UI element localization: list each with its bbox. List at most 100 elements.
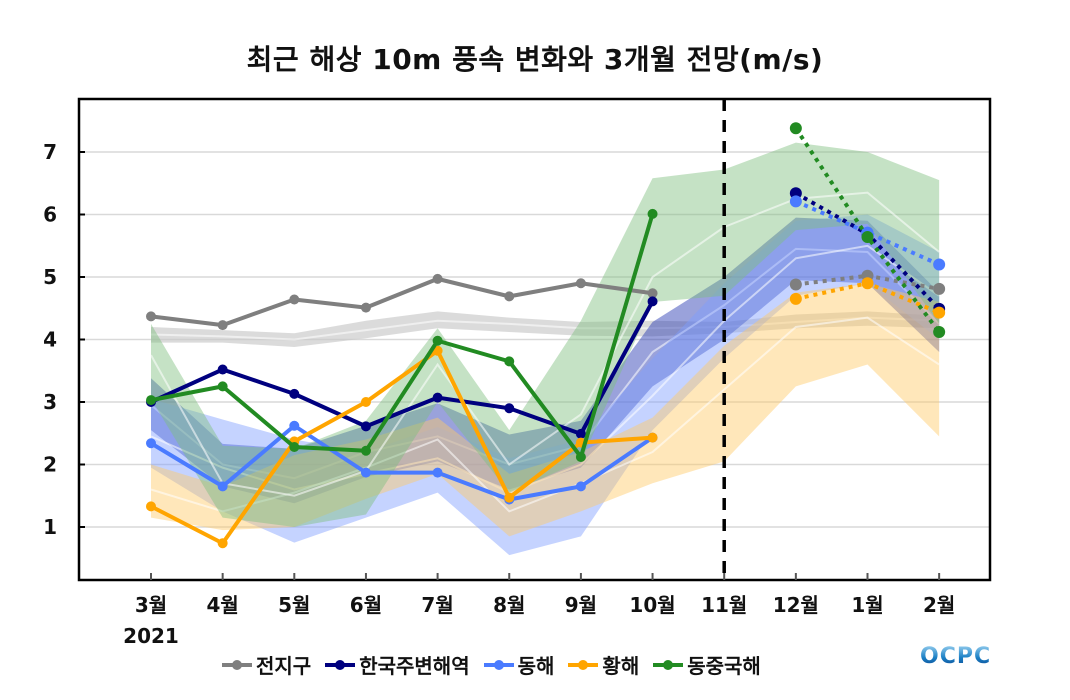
line-forecast-east-china-sea bbox=[794, 127, 941, 334]
ocpc-logo: OCPC bbox=[920, 644, 992, 669]
point-observed-east-sea-3 bbox=[360, 467, 371, 478]
point-observed-global-0 bbox=[146, 311, 156, 322]
chart-title: 최근 해상 10m 풍속 변화와 3개월 전망(m/s) bbox=[246, 43, 824, 76]
line-observed-yellow-sea bbox=[150, 348, 653, 546]
x-tick-label-6: 9월 bbox=[565, 593, 597, 617]
point-observed-east-sea-4 bbox=[432, 467, 443, 478]
point-observed-global-3 bbox=[360, 302, 371, 313]
band-east-china-sea bbox=[151, 142, 940, 527]
axis-layer: 1 2 3 4 5 6 7 3월 4월 5월 6월 7월 8월 9월 10월 11월 12월 1월 2월 2021 bbox=[43, 99, 955, 648]
line-observed-korea-seas bbox=[150, 300, 655, 436]
x-tick-label-0: 3월 bbox=[135, 593, 167, 617]
point-forecast-yellow-sea-0 bbox=[789, 292, 802, 305]
point-forecast-east-china-sea-1 bbox=[861, 231, 874, 243]
band-east-sea bbox=[151, 214, 940, 556]
point-observed-korea-seas-3 bbox=[360, 421, 371, 432]
point-observed-yellow-sea-0 bbox=[146, 501, 156, 512]
point-observed-east-china-sea-6 bbox=[575, 452, 586, 462]
legend-swatch-global bbox=[222, 659, 252, 670]
band-mid-east-sea bbox=[150, 244, 940, 494]
point-observed-yellow-sea-1 bbox=[217, 538, 228, 549]
point-forecast-east-china-sea-0 bbox=[789, 122, 802, 135]
band-global bbox=[151, 311, 940, 347]
y-tick-label-1: 1 bbox=[43, 515, 57, 539]
point-forecast-east-sea-0 bbox=[789, 195, 802, 208]
band-mid-korea-seas bbox=[150, 247, 940, 480]
point-observed-east-sea-0 bbox=[146, 438, 156, 449]
x-year-label: 2021 bbox=[123, 624, 179, 648]
x-tick-label-7: 10월 bbox=[629, 593, 675, 617]
legend-label-yellow-sea: 황해 bbox=[602, 654, 640, 678]
point-observed-korea-seas-5 bbox=[504, 403, 515, 414]
legend-swatch-east-china-sea bbox=[653, 659, 684, 670]
x-tick-label-8: 11월 bbox=[701, 593, 747, 617]
x-tick-label-9: 12월 bbox=[773, 593, 819, 617]
point-observed-east-china-sea-2 bbox=[289, 442, 300, 452]
y-tick-label-6: 6 bbox=[43, 203, 57, 227]
y-tick-label-2: 2 bbox=[43, 453, 57, 477]
x-tick-label-10: 1월 bbox=[851, 593, 883, 617]
x-tick-label-2: 5월 bbox=[278, 593, 310, 617]
legend-item-global[interactable]: 전지구 bbox=[222, 650, 311, 679]
band-mid-yellow-sea bbox=[150, 316, 940, 513]
point-observed-east-china-sea-1 bbox=[217, 381, 228, 392]
point-observed-korea-seas-1 bbox=[217, 364, 228, 375]
point-observed-korea-seas-4 bbox=[432, 392, 443, 403]
point-observed-global-1 bbox=[217, 320, 228, 331]
legend-swatch-yellow-sea bbox=[568, 659, 599, 670]
band-korea-seas bbox=[151, 217, 940, 504]
band-mid-global bbox=[150, 316, 940, 341]
line-observed-east-china-sea bbox=[150, 213, 655, 459]
band-layer bbox=[150, 142, 940, 556]
y-tick-label-5: 5 bbox=[43, 265, 57, 289]
x-tick-label-11: 2월 bbox=[923, 593, 955, 617]
legend-swatch-east-sea bbox=[483, 659, 514, 670]
line-observed-global bbox=[150, 276, 653, 328]
legend-item-east-china-sea[interactable]: 동중국해 bbox=[653, 650, 761, 679]
point-observed-global-6 bbox=[575, 278, 586, 289]
point-forecast-global-2 bbox=[933, 282, 946, 295]
legend-swatch-korea-seas bbox=[325, 659, 356, 670]
point-observed-global-4 bbox=[432, 273, 443, 284]
point-observed-global-7 bbox=[647, 288, 658, 299]
point-observed-east-sea-2 bbox=[289, 420, 300, 431]
point-observed-east-china-sea-0 bbox=[146, 395, 156, 406]
point-observed-yellow-sea-3 bbox=[360, 397, 371, 407]
point-observed-east-china-sea-7 bbox=[647, 208, 658, 219]
legend: 전지구 한국주변해역 동해 황해 동중국해 bbox=[222, 650, 761, 679]
legend-label-east-china-sea: 동중국해 bbox=[687, 654, 761, 678]
point-forecast-yellow-sea-2 bbox=[933, 306, 946, 319]
x-tick-label-4: 7월 bbox=[421, 593, 453, 617]
legend-label-east-sea: 동해 bbox=[517, 654, 555, 678]
x-tick-label-5: 8월 bbox=[493, 593, 525, 617]
legend-item-yellow-sea[interactable]: 황해 bbox=[568, 650, 639, 679]
y-tick-label-4: 4 bbox=[43, 328, 57, 352]
point-forecast-east-sea-2 bbox=[933, 258, 946, 271]
point-observed-korea-seas-7 bbox=[647, 296, 658, 307]
point-observed-yellow-sea-5 bbox=[504, 492, 515, 503]
point-observed-korea-seas-6 bbox=[575, 428, 586, 439]
point-forecast-east-china-sea-2 bbox=[933, 326, 946, 338]
point-observed-global-2 bbox=[289, 294, 300, 305]
x-tick-label-1: 4월 bbox=[206, 593, 238, 617]
point-observed-east-china-sea-3 bbox=[360, 445, 371, 456]
legend-label-korea-seas: 한국주변해역 bbox=[359, 654, 470, 678]
point-observed-east-sea-1 bbox=[217, 481, 228, 492]
point-observed-east-china-sea-4 bbox=[432, 335, 443, 346]
y-tick-label-3: 3 bbox=[43, 390, 57, 414]
legend-label-global: 전지구 bbox=[256, 654, 312, 678]
point-observed-korea-seas-2 bbox=[289, 388, 300, 399]
y-tick-label-7: 7 bbox=[43, 140, 57, 164]
x-tick-label-3: 6월 bbox=[350, 593, 382, 617]
point-forecast-global-0 bbox=[789, 278, 802, 291]
line-layer bbox=[146, 122, 946, 549]
legend-item-korea-seas[interactable]: 한국주변해역 bbox=[325, 650, 470, 679]
point-observed-yellow-sea-7 bbox=[647, 432, 658, 443]
point-observed-east-sea-6 bbox=[575, 481, 586, 492]
legend-item-east-sea[interactable]: 동해 bbox=[483, 650, 555, 679]
line-observed-east-sea bbox=[149, 423, 654, 502]
point-observed-east-china-sea-5 bbox=[504, 356, 515, 367]
point-forecast-yellow-sea-1 bbox=[861, 277, 874, 290]
point-observed-global-5 bbox=[504, 291, 515, 302]
